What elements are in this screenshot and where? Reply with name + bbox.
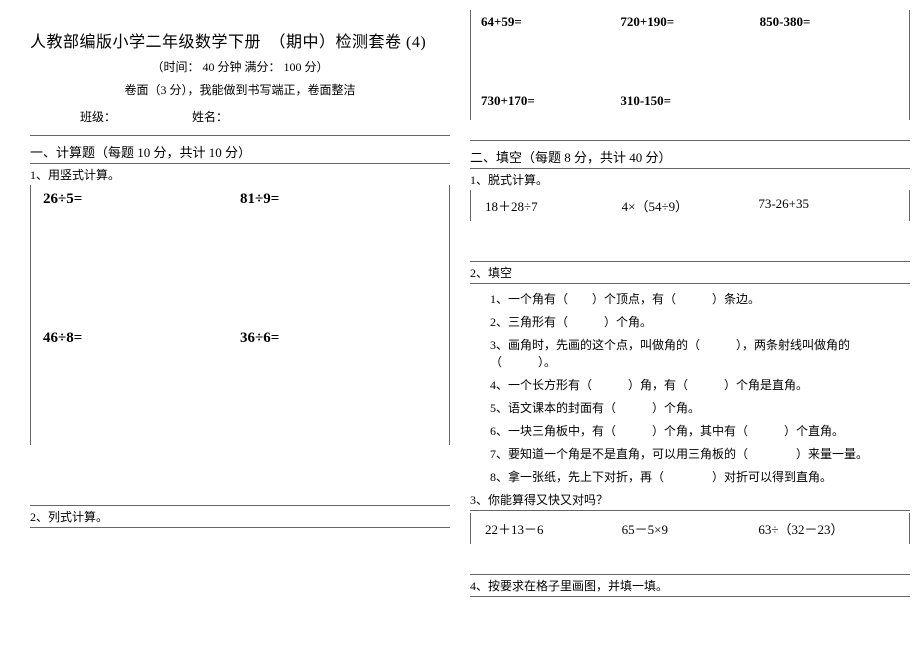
q1-label: 1、用竖式计算。: [30, 166, 450, 183]
calc-b: 81÷9=: [240, 191, 437, 208]
section-2-heading: 二、填空（每题 8 分，共计 40 分）: [470, 147, 910, 166]
r-q2-label: 2、填空: [470, 264, 910, 281]
exam-paper: 人教部编版小学二年级数学下册 （期中）检测套卷 (4) （时间： 40 分钟 满…: [0, 0, 920, 651]
name-label: 姓名：: [192, 110, 228, 124]
calc-row-1: 26÷5= 81÷9=: [31, 185, 449, 214]
calc-row-2: 46÷8= 36÷6=: [31, 324, 449, 353]
mental-math-box: 64+59= 720+190= 850-380= 730+170= 310-15…: [470, 10, 910, 120]
expr2-c: 63÷（32－23）: [758, 519, 895, 538]
fill-2: 2、三角形有（ ）个角。: [490, 313, 910, 330]
expr2-a: 22＋13－6: [485, 519, 622, 538]
left-column: 人教部编版小学二年级数学下册 （期中）检测套卷 (4) （时间： 40 分钟 满…: [0, 0, 460, 651]
fill-3: 3、画角时，先画的这个点，叫做角的（ ），两条射线叫做角的（ ）。: [490, 336, 910, 370]
vertical-calc-box: 26÷5= 81÷9= 46÷8= 36÷6=: [30, 185, 450, 445]
expr-box-1: 18＋28÷7 4×（54÷9） 73-26+35: [470, 190, 910, 221]
section-1-heading: 一、计算题（每题 10 分，共计 10 分）: [30, 142, 450, 161]
mm-d: 730+170=: [481, 93, 620, 109]
mm-c: 850-380=: [760, 14, 899, 30]
mm-e: 310-150=: [620, 93, 759, 109]
calc-c: 46÷8=: [43, 330, 240, 347]
expr-row-2: 22＋13－6 65－5×9 63÷（32－23）: [471, 513, 909, 544]
mm-a: 64+59=: [481, 14, 620, 30]
fill-blanks: 1、一个角有（ ）个顶点，有（ ）条边。 2、三角形有（ ）个角。 3、画角时，…: [470, 290, 910, 485]
expr-b: 4×（54÷9）: [622, 196, 759, 215]
calc-a: 26÷5=: [43, 191, 240, 208]
right-column: 64+59= 720+190= 850-380= 730+170= 310-15…: [460, 0, 920, 651]
r-q1-label: 1、脱式计算。: [470, 171, 910, 188]
expr-box-2: 22＋13－6 65－5×9 63÷（32－23）: [470, 513, 910, 544]
fill-1: 1、一个角有（ ）个顶点，有（ ）条边。: [490, 290, 910, 307]
calc-d: 36÷6=: [240, 330, 437, 347]
mm-row-1: 64+59= 720+190= 850-380=: [471, 10, 909, 34]
time-score: （时间： 40 分钟 满分： 100 分）: [30, 58, 450, 75]
handwriting-note: 卷面（3 分），我能做到书写端正，卷面整洁: [30, 81, 450, 98]
paper-title: 人教部编版小学二年级数学下册 （期中）检测套卷 (4): [30, 28, 450, 52]
q2-label: 2、列式计算。: [30, 508, 450, 525]
r-q4-label: 4、按要求在格子里画图，并填一填。: [470, 577, 910, 594]
expr-c: 73-26+35: [758, 196, 895, 215]
r-q3-label: 3、你能算得又快又对吗？: [470, 491, 910, 508]
fill-5: 5、语文课本的封面有（ ）个角。: [490, 399, 910, 416]
identity-line: 班级： 姓名：: [80, 108, 450, 125]
fill-7: 7、要知道一个角是不是直角，可以用三角板的（ ）来量一量。: [490, 445, 910, 462]
fill-8: 8、拿一张纸，先上下对折，再（ ）对折可以得到直角。: [490, 468, 910, 485]
fill-6: 6、一块三角板中，有（ ）个角，其中有（ ）个直角。: [490, 422, 910, 439]
class-label: 班级：: [80, 110, 116, 124]
expr-a: 18＋28÷7: [485, 196, 622, 215]
mm-b: 720+190=: [620, 14, 759, 30]
expr2-b: 65－5×9: [622, 519, 759, 538]
fill-4: 4、一个长方形有（ ）角，有（ ）个角是直角。: [490, 376, 910, 393]
mm-row-2: 730+170= 310-150=: [471, 89, 909, 113]
expr-row-1: 18＋28÷7 4×（54÷9） 73-26+35: [471, 190, 909, 221]
